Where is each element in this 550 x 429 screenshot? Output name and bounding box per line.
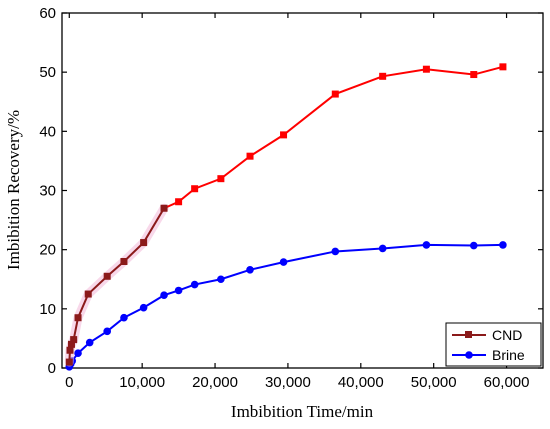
cnd-point [499, 63, 507, 71]
cnd-point [160, 204, 168, 212]
x-tick-label: 40,000 [338, 374, 384, 391]
x-tick-label: 30,000 [265, 374, 311, 391]
x-tick-label: 60,000 [484, 374, 530, 391]
legend-box [445, 322, 542, 367]
brine-point [103, 327, 111, 336]
y-tick-label: 60 [39, 5, 56, 22]
legend: CND Brine [445, 322, 542, 367]
y-tick-label: 40 [39, 123, 56, 140]
y-axis-ticks: 0 10 20 30 40 50 60 [39, 5, 543, 377]
brine-point [246, 265, 254, 274]
brine-point [331, 247, 340, 256]
cnd-point [331, 90, 339, 98]
x-tick-label: 10,000 [119, 374, 165, 391]
x-tick-label: 50,000 [411, 374, 457, 391]
cnd-point [84, 290, 92, 298]
plot-area [61, 12, 544, 369]
cnd-point [280, 131, 288, 139]
x-tick-label: 20,000 [192, 374, 238, 391]
series-cnd [64, 63, 507, 367]
cnd-point [175, 198, 183, 206]
brine-point [422, 241, 431, 249]
brine-point [85, 338, 94, 347]
series-layer [64, 63, 507, 371]
cnd-point [470, 71, 478, 79]
cnd-point [246, 152, 254, 160]
cnd-point [67, 340, 75, 348]
brine-point [120, 313, 128, 322]
cnd-point [120, 258, 128, 265]
cnd-point [422, 65, 430, 73]
legend-marker-cnd [465, 331, 472, 338]
x-tick-label: 0 [65, 374, 73, 391]
cnd-point [74, 314, 82, 322]
brine-point [279, 258, 288, 266]
cnd-point [103, 272, 111, 280]
brine-point [378, 244, 387, 253]
cnd-point [140, 239, 148, 247]
brine-point [74, 349, 82, 358]
cnd-point [217, 175, 225, 183]
cnd-point [65, 358, 73, 366]
cnd-point [70, 336, 78, 344]
y-tick-label: 30 [39, 183, 56, 200]
brine-point [499, 241, 507, 249]
brine-point [160, 291, 168, 300]
y-tick-label: 0 [48, 360, 56, 377]
legend-marker-brine [465, 351, 473, 359]
cnd-point [379, 72, 387, 80]
x-axis-ticks: 0 10,000 20,000 30,000 40,000 50,000 60,000 [65, 13, 530, 391]
x-axis-title: Imbibition Time/min [231, 402, 374, 421]
brine-point [174, 286, 183, 295]
legend-label-cnd: CND [492, 327, 522, 343]
brine-point [139, 303, 148, 312]
y-tick-label: 20 [39, 242, 56, 259]
y-tick-label: 10 [39, 301, 56, 318]
legend-label-brine: Brine [492, 347, 525, 363]
brine-point [217, 275, 225, 284]
y-axis-title: Imbibition Recovery/% [4, 110, 23, 270]
y-tick-label: 50 [39, 64, 56, 81]
cnd-point [191, 185, 199, 193]
brine-point [190, 280, 199, 289]
cnd-point [66, 346, 74, 354]
brine-point [469, 241, 478, 250]
